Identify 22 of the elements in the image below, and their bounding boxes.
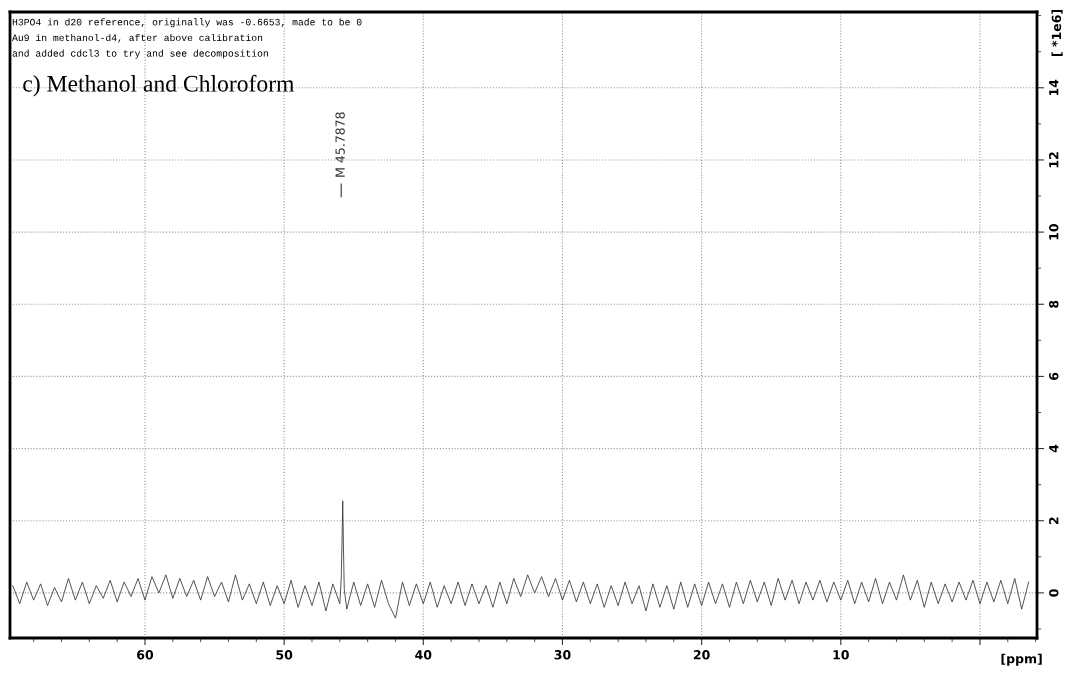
text: c) Methanol and Chloroform	[23, 74, 295, 97]
annotation: H3PO4 in d20 reference, originally was -0.6653, made to be 0	[12, 18, 362, 28]
x-tick-label: 10	[833, 650, 849, 660]
y-tick-label: 6	[1049, 372, 1059, 380]
x-axis-title: [ppm]	[1001, 653, 1042, 666]
x-tick-label: 20	[693, 650, 710, 660]
x-tick-label: 50	[276, 650, 293, 660]
y-axis-title: [ *1e6]	[1051, 9, 1063, 56]
annotation: M 45.7878	[335, 112, 345, 177]
y-tick-label: 4	[1049, 444, 1059, 453]
annotation: Au9 in methanol-d4, after above calibration	[12, 33, 263, 43]
y-tick-label: 10	[1049, 223, 1059, 240]
y-tick-label: 8	[1049, 300, 1059, 308]
y-tick-label: 0	[1049, 589, 1059, 597]
x-tick-label: 30	[554, 650, 571, 660]
y-tick-label: 12	[1049, 152, 1059, 168]
line-series	[12, 500, 1030, 619]
x-tick-label: 60	[137, 650, 154, 660]
annotation: and added cdcl3 to try and see decomposition	[12, 49, 268, 59]
y-tick-label: 14	[1049, 79, 1059, 96]
y-tick-label: 2	[1049, 517, 1059, 525]
x-tick-label: 40	[415, 650, 432, 660]
